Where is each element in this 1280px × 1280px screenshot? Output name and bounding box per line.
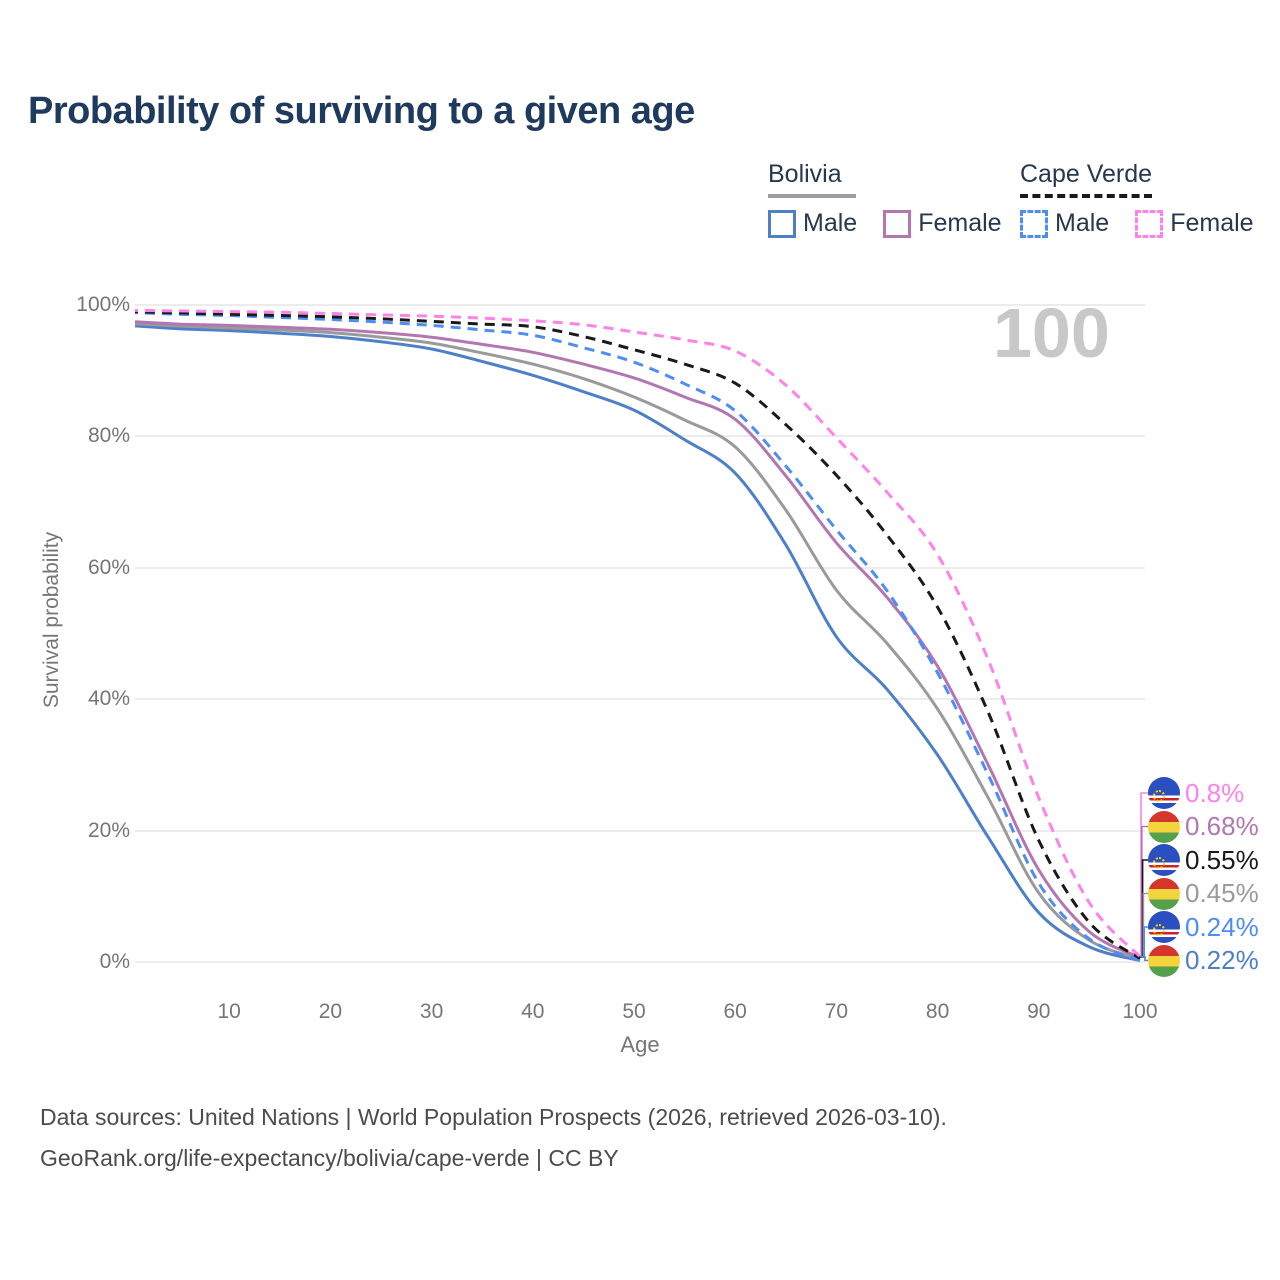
end-label-value: 0.68%	[1185, 811, 1259, 841]
y-axis-title: Survival probability	[40, 531, 63, 709]
y-tick-label: 80%	[87, 424, 130, 448]
x-tick-label: 70	[824, 1000, 849, 1023]
x-tick-label: 50	[622, 1000, 646, 1023]
x-tick-label: 20	[318, 1000, 343, 1023]
y-tick-label: 100%	[76, 293, 130, 316]
legend-label: Male	[803, 209, 858, 237]
legend-group-cape-verde: Cape Verde Male Female	[1020, 160, 1254, 238]
curve-cape-verde-female[interactable]	[128, 308, 1142, 958]
gridline	[135, 435, 1145, 438]
bolivia-flag-icon	[1148, 944, 1180, 977]
end-label-cape-verde-female: 0.8%	[1148, 777, 1244, 809]
legend-group-bolivia: Bolivia Male Female	[768, 160, 1002, 238]
end-label-bolivia-female: 0.68%	[1148, 810, 1259, 843]
legend-header-cape-verde: Cape Verde	[1020, 160, 1153, 188]
data-sources-footer: Data sources: United Nations | World Pop…	[40, 1097, 947, 1179]
y-tick-label: 60%	[87, 555, 130, 579]
gridline	[135, 304, 1145, 306]
bolivia-line-sample	[768, 194, 856, 198]
cape-verde-female-swatch-icon	[1135, 209, 1164, 238]
footer-url-line: GeoRank.org/life-expectancy/bolivia/cape…	[40, 1145, 619, 1171]
x-tick-label: 100	[1122, 1000, 1158, 1023]
end-label-value: 0.55%	[1185, 844, 1259, 875]
end-label-bolivia-male: 0.22%	[1148, 944, 1259, 977]
x-tick-label: 80	[925, 1000, 950, 1023]
curve-bolivia-male[interactable]	[128, 324, 1141, 963]
end-label-cape-verde-male: 0.24%	[1148, 911, 1259, 943]
star-ring-icon	[1153, 924, 1165, 936]
legend-item-cape-verde-female[interactable]: Female	[1135, 209, 1254, 238]
legend-label: Female	[1170, 209, 1254, 237]
end-label-connector	[1140, 926, 1148, 958]
gridline	[135, 698, 1145, 701]
cape-verde-flag-icon	[1148, 844, 1180, 876]
cape-verde-flag-icon	[1148, 911, 1180, 943]
end-label-value: 0.24%	[1185, 911, 1259, 942]
end-label-connector	[1140, 792, 1148, 958]
legend-item-bolivia-female[interactable]: Female	[883, 209, 1002, 238]
hover-age-watermark: 100	[993, 294, 1110, 372]
curve-bolivia-all[interactable]	[128, 322, 1141, 961]
legend-item-cape-verde-male[interactable]: Male	[1020, 209, 1109, 238]
bolivia-flag-icon	[1148, 810, 1180, 843]
end-label-value: 0.8%	[1185, 777, 1245, 808]
bolivia-female-swatch-icon	[883, 209, 912, 238]
x-tick-label: 40	[521, 1000, 545, 1023]
cape-verde-line-sample	[1020, 194, 1152, 198]
end-label-connector	[1140, 892, 1148, 958]
x-tick-label: 90	[1027, 1000, 1051, 1023]
curve-cape-verde-all[interactable]	[128, 310, 1141, 960]
gridline	[135, 566, 1145, 569]
x-tick-label: 30	[419, 1000, 444, 1023]
x-axis-title: Age	[620, 1032, 660, 1057]
y-tick-label: 20%	[87, 818, 130, 842]
cape-verde-male-swatch-icon	[1020, 209, 1048, 238]
gridline	[135, 961, 1145, 963]
end-label-value: 0.45%	[1185, 878, 1259, 908]
x-tick-label: 60	[723, 1000, 747, 1023]
end-label-bolivia-all: 0.45%	[1148, 877, 1259, 910]
end-label-connector	[1140, 859, 1148, 958]
footer-sources-line: Data sources: United Nations | World Pop…	[40, 1104, 947, 1130]
legend-header-bolivia: Bolivia	[768, 160, 842, 188]
end-label-cape-verde-all: 0.55%	[1148, 844, 1259, 876]
star-ring-icon	[1153, 790, 1165, 802]
star-ring-icon	[1153, 857, 1165, 869]
y-tick-label: 40%	[87, 687, 130, 711]
page-title: Probability of surviving to a given age	[28, 90, 695, 132]
gridline	[135, 829, 1145, 832]
bolivia-flag-icon	[1148, 877, 1180, 910]
bolivia-male-swatch-icon	[768, 209, 796, 238]
y-tick-label: 0%	[99, 950, 130, 973]
legend-label: Male	[1055, 209, 1110, 237]
legend-item-bolivia-male[interactable]: Male	[768, 209, 857, 238]
end-label-connector	[1140, 956, 1148, 962]
end-label-connector	[1140, 825, 1148, 958]
end-label-value: 0.22%	[1185, 945, 1259, 975]
cape-verde-flag-icon	[1148, 777, 1180, 809]
x-tick-label: 10	[217, 1000, 241, 1023]
curve-cape-verde-male[interactable]	[128, 311, 1141, 962]
curve-bolivia-female[interactable]	[128, 320, 1141, 959]
legend-label: Female	[918, 209, 1002, 237]
